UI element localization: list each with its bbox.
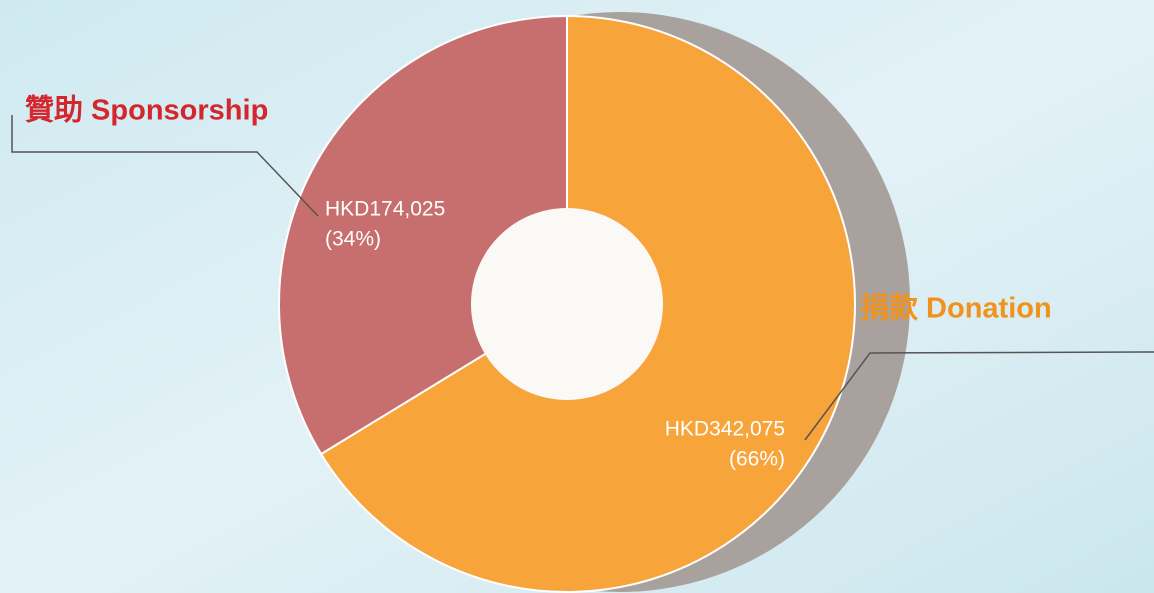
value-label: HKD174,025	[325, 198, 445, 221]
value-label: HKD342,075	[665, 418, 785, 441]
category-label: 捐款 Donation	[860, 292, 1052, 325]
category-label: 贊助 Sponsorship	[25, 94, 268, 127]
leader-line	[804, 351, 1154, 441]
donut-hole	[471, 208, 663, 400]
leader-line	[11, 115, 319, 217]
percent-label: (66%)	[729, 448, 785, 471]
percent-label: (34%)	[325, 228, 381, 251]
